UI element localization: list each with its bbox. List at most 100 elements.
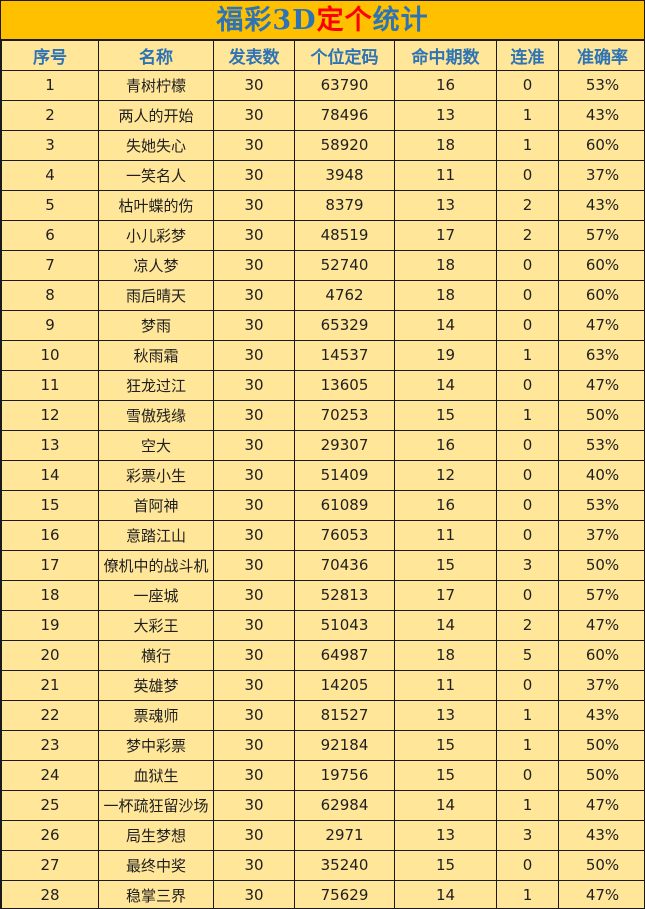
cell-name: 秋雨霜 bbox=[98, 339, 214, 371]
cell-published: 30 bbox=[213, 429, 295, 461]
title-part-red: 定个 bbox=[316, 4, 373, 36]
cell-accuracy: 47% bbox=[558, 369, 644, 401]
cell-units-code: 92184 bbox=[294, 729, 395, 761]
cell-serial: 21 bbox=[1, 669, 99, 701]
cell-published: 30 bbox=[213, 669, 295, 701]
cell-serial: 2 bbox=[1, 99, 99, 131]
table-row: 14 彩票小生 30 51409 12 0 40% bbox=[1, 459, 644, 491]
cell-units-code: 64987 bbox=[294, 639, 395, 671]
cell-streak: 1 bbox=[496, 729, 559, 761]
cell-name: 凉人梦 bbox=[98, 249, 214, 281]
cell-serial: 20 bbox=[1, 639, 99, 671]
cell-accuracy: 43% bbox=[558, 699, 644, 731]
cell-streak: 0 bbox=[496, 519, 559, 551]
cell-serial: 27 bbox=[1, 849, 99, 881]
header-cell-streak: 连准 bbox=[496, 39, 559, 71]
cell-hit-periods: 16 bbox=[394, 429, 497, 461]
cell-serial: 8 bbox=[1, 279, 99, 311]
title-part-blue-1: 福彩3D bbox=[216, 4, 317, 36]
cell-serial: 9 bbox=[1, 309, 99, 341]
table-row: 6 小儿彩梦 30 48519 17 2 57% bbox=[1, 219, 644, 251]
cell-units-code: 48519 bbox=[294, 219, 395, 251]
cell-hit-periods: 15 bbox=[394, 399, 497, 431]
cell-units-code: 19756 bbox=[294, 759, 395, 791]
cell-name: 彩票小生 bbox=[98, 459, 214, 491]
header-cell-accuracy: 准确率 bbox=[558, 39, 644, 71]
cell-accuracy: 37% bbox=[558, 519, 644, 551]
title-part-blue-2: 统计 bbox=[372, 4, 429, 36]
cell-hit-periods: 11 bbox=[394, 519, 497, 551]
header-cell-hit-periods: 命中期数 bbox=[394, 39, 497, 71]
table-row: 19 大彩王 30 51043 14 2 47% bbox=[1, 609, 644, 641]
table-row: 21 英雄梦 30 14205 11 0 37% bbox=[1, 669, 644, 701]
cell-streak: 2 bbox=[496, 189, 559, 221]
cell-hit-periods: 14 bbox=[394, 789, 497, 821]
cell-units-code: 4762 bbox=[294, 279, 395, 311]
cell-accuracy: 57% bbox=[558, 219, 644, 251]
cell-streak: 0 bbox=[496, 849, 559, 881]
cell-serial: 28 bbox=[1, 879, 99, 908]
cell-units-code: 75629 bbox=[294, 879, 395, 908]
cell-accuracy: 53% bbox=[558, 69, 644, 101]
title-bar: 福彩3D定个统计 bbox=[1, 1, 644, 39]
cell-units-code: 2971 bbox=[294, 819, 395, 851]
cell-hit-periods: 18 bbox=[394, 249, 497, 281]
cell-hit-periods: 18 bbox=[394, 129, 497, 161]
cell-serial: 7 bbox=[1, 249, 99, 281]
cell-serial: 10 bbox=[1, 339, 99, 371]
cell-serial: 23 bbox=[1, 729, 99, 761]
cell-published: 30 bbox=[213, 729, 295, 761]
cell-units-code: 52813 bbox=[294, 579, 395, 611]
cell-published: 30 bbox=[213, 489, 295, 521]
cell-name: 空大 bbox=[98, 429, 214, 461]
cell-published: 30 bbox=[213, 399, 295, 431]
table-row: 24 血狱生 30 19756 15 0 50% bbox=[1, 759, 644, 791]
cell-streak: 1 bbox=[496, 789, 559, 821]
table-row: 2 两人的开始 30 78496 13 1 43% bbox=[1, 99, 644, 131]
cell-units-code: 63790 bbox=[294, 69, 395, 101]
cell-serial: 18 bbox=[1, 579, 99, 611]
cell-serial: 6 bbox=[1, 219, 99, 251]
cell-hit-periods: 11 bbox=[394, 669, 497, 701]
cell-hit-periods: 17 bbox=[394, 219, 497, 251]
cell-accuracy: 47% bbox=[558, 879, 644, 908]
cell-hit-periods: 19 bbox=[394, 339, 497, 371]
cell-units-code: 61089 bbox=[294, 489, 395, 521]
page-title: 福彩3D定个统计 bbox=[216, 7, 428, 34]
cell-accuracy: 50% bbox=[558, 399, 644, 431]
cell-hit-periods: 18 bbox=[394, 639, 497, 671]
cell-published: 30 bbox=[213, 549, 295, 581]
cell-serial: 11 bbox=[1, 369, 99, 401]
cell-streak: 0 bbox=[496, 429, 559, 461]
cell-accuracy: 57% bbox=[558, 579, 644, 611]
cell-units-code: 35240 bbox=[294, 849, 395, 881]
table-row: 7 凉人梦 30 52740 18 0 60% bbox=[1, 249, 644, 281]
cell-published: 30 bbox=[213, 369, 295, 401]
header-row: 序号 名称 发表数 个位定码 命中期数 连准 准确率 bbox=[1, 39, 644, 71]
cell-serial: 25 bbox=[1, 789, 99, 821]
cell-published: 30 bbox=[213, 759, 295, 791]
cell-published: 30 bbox=[213, 519, 295, 551]
cell-accuracy: 63% bbox=[558, 339, 644, 371]
cell-serial: 1 bbox=[1, 69, 99, 101]
cell-name: 雪傲残缘 bbox=[98, 399, 214, 431]
cell-accuracy: 47% bbox=[558, 309, 644, 341]
table-row: 10 秋雨霜 30 14537 19 1 63% bbox=[1, 339, 644, 371]
cell-published: 30 bbox=[213, 279, 295, 311]
cell-name: 狂龙过江 bbox=[98, 369, 214, 401]
header-cell-serial: 序号 bbox=[1, 39, 99, 71]
cell-hit-periods: 13 bbox=[394, 99, 497, 131]
cell-hit-periods: 15 bbox=[394, 729, 497, 761]
cell-accuracy: 43% bbox=[558, 819, 644, 851]
table-row: 8 雨后晴天 30 4762 18 0 60% bbox=[1, 279, 644, 311]
header-cell-published: 发表数 bbox=[213, 39, 295, 71]
cell-hit-periods: 16 bbox=[394, 489, 497, 521]
cell-name: 僚机中的战斗机 bbox=[98, 549, 214, 581]
cell-name: 青树柠檬 bbox=[98, 69, 214, 101]
cell-hit-periods: 15 bbox=[394, 849, 497, 881]
cell-name: 英雄梦 bbox=[98, 669, 214, 701]
cell-name: 血狱生 bbox=[98, 759, 214, 791]
cell-streak: 5 bbox=[496, 639, 559, 671]
cell-streak: 2 bbox=[496, 609, 559, 641]
cell-units-code: 14537 bbox=[294, 339, 395, 371]
